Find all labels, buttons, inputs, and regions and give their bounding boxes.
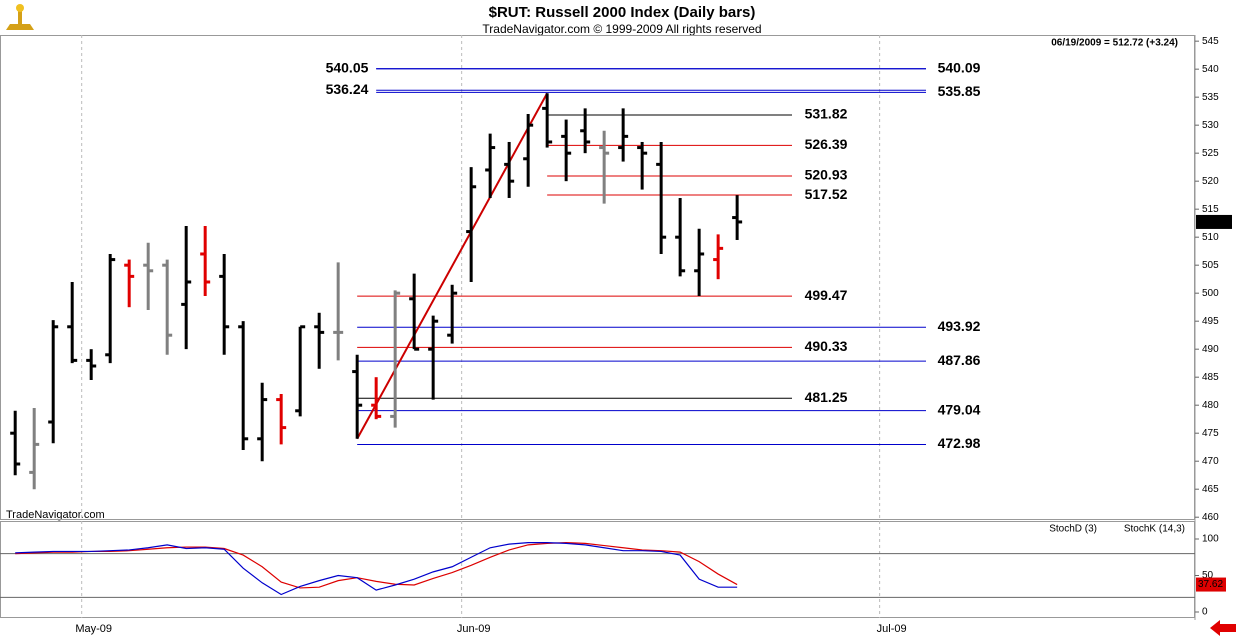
price-box xyxy=(1196,214,1232,229)
stoch-line xyxy=(15,542,738,589)
ohlc-bar xyxy=(333,262,344,361)
ohlc-bar xyxy=(105,253,116,364)
ohlc-bar xyxy=(219,253,230,355)
level-label: 472.98 xyxy=(938,435,981,451)
ohlc-bar xyxy=(485,133,496,198)
ohlc-bar xyxy=(276,393,287,445)
y-tick-label: 490 xyxy=(1202,344,1219,355)
level-label: 531.82 xyxy=(805,106,848,122)
scroll-arrow[interactable] xyxy=(1210,620,1236,636)
y-tick-label: 510 xyxy=(1202,232,1219,243)
y-tick-label: 525 xyxy=(1202,148,1219,159)
ohlc-bar xyxy=(29,407,40,490)
stoch-line xyxy=(15,542,738,596)
y-tick-label: 535 xyxy=(1202,92,1219,103)
ohlc-bar xyxy=(86,349,97,380)
y-tick-label: 0 xyxy=(1202,607,1208,618)
level-label: 487.86 xyxy=(938,352,981,368)
ohlc-bar xyxy=(238,321,249,450)
legend-entry: StochD (3) xyxy=(1049,524,1097,535)
ohlc-bar xyxy=(181,225,192,350)
ohlc-bar xyxy=(542,93,553,148)
level-label: 490.33 xyxy=(805,338,848,354)
status: 06/19/2009 = 512.72 (+3.24) xyxy=(1051,38,1178,49)
ohlc-bar xyxy=(713,234,724,280)
y-tick-label: 460 xyxy=(1202,512,1219,523)
legend-entry: StochK (14,3) xyxy=(1124,524,1185,535)
ohlc-bar xyxy=(523,113,534,187)
level-label: 526.39 xyxy=(805,136,848,152)
y-tick-label: 100 xyxy=(1202,534,1219,545)
ohlc-bar xyxy=(409,273,420,351)
ohlc-bar xyxy=(637,141,648,190)
y-tick-label: 470 xyxy=(1202,456,1219,467)
y-tick-label: 50 xyxy=(1202,570,1214,581)
level-label: 536.24 xyxy=(326,81,369,97)
ohlc-bar xyxy=(599,130,610,204)
chart-title: $RUT: Russell 2000 Index (Daily bars) xyxy=(489,4,756,21)
chart-subtitle: TradeNavigator.com © 1999-2009 All right… xyxy=(482,22,761,36)
ohlc-bar xyxy=(390,290,401,428)
ohlc-bar xyxy=(428,315,439,400)
ohlc-bar xyxy=(200,225,211,296)
y-tick-label: 495 xyxy=(1202,316,1219,327)
ohlc-bar xyxy=(504,141,515,198)
level-label: 481.25 xyxy=(805,389,848,405)
level-label: 540.05 xyxy=(326,60,369,76)
y-tick-label: 530 xyxy=(1202,120,1219,131)
level-label: 479.04 xyxy=(938,401,981,417)
level-label: 499.47 xyxy=(805,287,848,303)
stoch-box-label: 37.62 xyxy=(1198,579,1223,590)
y-tick-label: 475 xyxy=(1202,428,1219,439)
ohlc-bar xyxy=(580,108,591,154)
x-tick-label: May-09 xyxy=(75,623,112,635)
ohlc-bar xyxy=(143,242,154,310)
x-tick-label: Jun-09 xyxy=(457,623,491,635)
level-label: 520.93 xyxy=(805,167,848,183)
ohlc-bar xyxy=(675,197,686,277)
y-tick-label: 540 xyxy=(1202,64,1219,75)
trend-line xyxy=(356,92,549,440)
ohlc-bar xyxy=(561,119,572,182)
ohlc-bar xyxy=(656,141,667,254)
level-label: 493.92 xyxy=(938,318,981,334)
ohlc-bar xyxy=(466,167,477,282)
ohlc-bar xyxy=(257,382,268,462)
ohlc-bar xyxy=(67,281,78,364)
level-label: 535.85 xyxy=(938,83,981,99)
ohlc-bar xyxy=(352,354,363,439)
watermark: TradeNavigator.com xyxy=(6,509,105,521)
x-tick-label: Jul-09 xyxy=(877,623,907,635)
y-tick-label: 500 xyxy=(1202,288,1219,299)
ohlc-bar xyxy=(10,410,21,476)
y-tick-label: 505 xyxy=(1202,260,1219,271)
stoch-box xyxy=(1196,577,1226,592)
ohlc-bar xyxy=(447,284,458,344)
y-tick-label: 480 xyxy=(1202,400,1219,411)
ohlc-bar xyxy=(48,320,59,444)
ohlc-bar xyxy=(371,377,382,420)
app-icon xyxy=(6,4,34,30)
ohlc-bar xyxy=(162,259,173,355)
ohlc-bar xyxy=(124,259,135,308)
ohlc-bar xyxy=(694,228,705,296)
y-tick-label: 465 xyxy=(1202,484,1219,495)
ohlc-bar xyxy=(618,108,629,162)
level-label: 540.09 xyxy=(938,59,981,75)
level-label: 517.52 xyxy=(805,186,848,202)
ohlc-bar xyxy=(314,312,325,369)
ohlc-bar xyxy=(295,325,306,417)
price-box-label: 512.72 xyxy=(1198,217,1229,228)
y-tick-label: 485 xyxy=(1202,372,1219,383)
y-tick-label: 545 xyxy=(1202,36,1219,47)
ohlc-bar xyxy=(732,195,743,240)
y-tick-label: 515 xyxy=(1202,204,1219,215)
y-tick-label: 520 xyxy=(1202,176,1219,187)
